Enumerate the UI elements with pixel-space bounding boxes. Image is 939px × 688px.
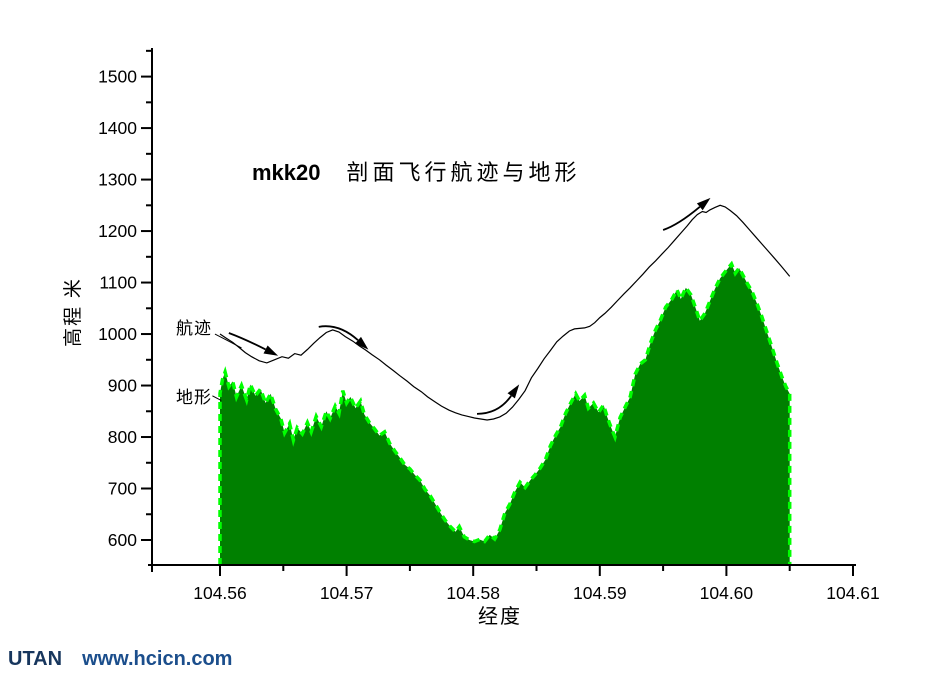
y-tick-label: 900 bbox=[108, 376, 137, 396]
legend-track-label: 航迹 bbox=[176, 319, 212, 338]
flight-direction-arrow-tail bbox=[662, 206, 701, 231]
flight-direction-arrow-tail bbox=[318, 325, 359, 341]
y-tick-label: 1000 bbox=[98, 324, 137, 344]
y-tick-label: 600 bbox=[108, 530, 137, 550]
legend-leader-line bbox=[212, 395, 222, 401]
y-tick-label: 1500 bbox=[98, 67, 137, 87]
y-tick-label: 1400 bbox=[98, 118, 137, 138]
flight-direction-arrow-head bbox=[696, 197, 711, 211]
y-tick-label: 1100 bbox=[99, 273, 137, 293]
watermark-site: www.hcicn.com bbox=[82, 648, 233, 670]
legend-terrain-label: 地形 bbox=[176, 388, 212, 407]
y-tick-label: 700 bbox=[108, 479, 137, 499]
terrain-area bbox=[220, 264, 790, 565]
x-axis-label: 经度 bbox=[478, 606, 522, 628]
terrain-outline bbox=[218, 260, 792, 565]
x-tick-label: 104.58 bbox=[446, 583, 500, 603]
x-tick-label: 104.61 bbox=[826, 583, 880, 603]
chart-title-id: mkk20 bbox=[252, 160, 321, 185]
chart-title-text: 剖面飞行航迹与地形 bbox=[346, 160, 581, 185]
legend-leader-line bbox=[214, 333, 242, 349]
flight-direction-arrow-head bbox=[263, 345, 279, 356]
x-tick-label: 104.57 bbox=[320, 583, 374, 603]
track-line bbox=[219, 204, 791, 421]
watermark-brand: UTAN bbox=[8, 648, 63, 670]
x-tick-label: 104.60 bbox=[700, 583, 754, 603]
y-tick-label: 1200 bbox=[98, 221, 137, 241]
flight-direction-arrow-tail bbox=[228, 332, 266, 351]
flight-direction-arrow-head bbox=[355, 336, 369, 350]
flight-direction-arrow-tail bbox=[476, 395, 512, 415]
x-tick-label: 104.59 bbox=[573, 583, 627, 603]
watermark: UTAN www.hcicn.com bbox=[8, 648, 232, 671]
y-tick-label: 1300 bbox=[98, 170, 137, 190]
flight-direction-arrow-head bbox=[507, 384, 520, 399]
y-axis-label: 高程 米 bbox=[63, 277, 84, 347]
chart-title: mkk20 剖面飞行航迹与地形 bbox=[252, 155, 581, 187]
x-tick-label: 104.56 bbox=[193, 583, 247, 603]
y-tick-label: 800 bbox=[108, 427, 137, 447]
